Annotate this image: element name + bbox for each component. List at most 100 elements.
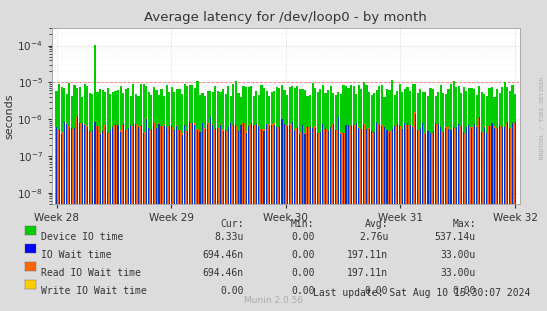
Bar	[347, 88, 350, 204]
Bar	[258, 125, 260, 204]
Bar	[491, 87, 493, 204]
Bar	[84, 124, 86, 204]
Bar	[81, 96, 83, 204]
Bar	[102, 132, 104, 204]
Bar	[309, 127, 311, 204]
Bar	[94, 123, 96, 204]
Bar	[286, 95, 288, 204]
Bar	[514, 123, 516, 204]
Bar	[136, 124, 137, 204]
Bar	[389, 132, 390, 204]
Bar	[66, 123, 68, 204]
Bar	[266, 124, 267, 204]
Bar	[146, 119, 147, 204]
Bar	[332, 93, 334, 204]
Bar	[299, 134, 300, 204]
Bar	[404, 123, 406, 204]
Bar	[383, 97, 386, 204]
Bar	[118, 125, 119, 204]
Bar	[263, 88, 265, 204]
Bar	[391, 130, 393, 204]
Bar	[224, 94, 226, 204]
Bar	[248, 127, 250, 204]
Bar	[373, 133, 375, 204]
Bar	[271, 92, 273, 204]
Bar	[265, 91, 267, 204]
Bar	[434, 96, 437, 204]
Bar	[502, 127, 503, 204]
Bar	[127, 88, 129, 204]
Bar	[327, 132, 329, 204]
Bar	[319, 133, 322, 204]
Bar	[132, 84, 135, 204]
Bar	[329, 86, 331, 204]
Bar	[386, 131, 388, 204]
Bar	[119, 86, 121, 204]
Bar	[276, 127, 278, 204]
Bar	[499, 126, 501, 204]
Bar	[276, 127, 277, 204]
Bar	[509, 91, 511, 204]
Bar	[281, 118, 282, 204]
Bar	[182, 135, 183, 204]
Bar	[365, 85, 368, 204]
Text: 33.00u: 33.00u	[441, 250, 476, 260]
Bar	[217, 91, 219, 204]
Bar	[161, 127, 162, 204]
Bar	[429, 88, 432, 204]
Bar	[410, 125, 411, 204]
Bar	[168, 126, 170, 204]
Text: 33.00u: 33.00u	[441, 268, 476, 278]
Bar	[440, 85, 442, 204]
Bar	[125, 89, 127, 204]
Bar	[504, 127, 505, 204]
Bar	[199, 95, 201, 204]
Bar	[483, 94, 485, 204]
Bar	[466, 127, 467, 204]
Text: Cur:: Cur:	[220, 219, 243, 229]
Bar	[235, 125, 236, 204]
Bar	[363, 124, 365, 204]
Bar	[427, 132, 428, 204]
Bar	[150, 95, 153, 204]
Bar	[271, 125, 272, 204]
Bar	[250, 123, 252, 204]
Bar	[140, 126, 142, 204]
Bar	[465, 91, 468, 204]
Bar	[227, 127, 229, 204]
Bar	[456, 127, 457, 204]
Bar	[268, 96, 270, 204]
Bar	[299, 132, 301, 204]
Bar	[89, 93, 91, 204]
Bar	[89, 132, 90, 204]
Bar	[237, 93, 240, 204]
Bar	[504, 82, 506, 204]
Bar	[507, 87, 509, 204]
Bar	[123, 124, 124, 204]
Bar	[61, 86, 63, 204]
Bar	[369, 129, 370, 204]
Bar	[189, 122, 190, 204]
Bar	[406, 125, 409, 204]
Bar	[233, 124, 234, 204]
Bar	[58, 84, 60, 204]
Bar	[319, 89, 322, 204]
Bar	[481, 132, 483, 204]
Bar	[253, 125, 254, 204]
Bar	[340, 132, 342, 204]
Bar	[333, 124, 334, 204]
Bar	[406, 87, 409, 204]
Bar	[409, 127, 411, 204]
Bar	[471, 128, 472, 204]
Bar	[192, 123, 193, 204]
Bar	[455, 87, 457, 204]
Bar	[373, 93, 375, 204]
Bar	[437, 92, 439, 204]
Bar	[330, 127, 331, 204]
Bar	[325, 128, 326, 204]
Bar	[56, 128, 57, 204]
Bar	[402, 129, 403, 204]
Bar	[274, 124, 275, 204]
Bar	[392, 129, 393, 204]
Bar	[343, 133, 344, 204]
